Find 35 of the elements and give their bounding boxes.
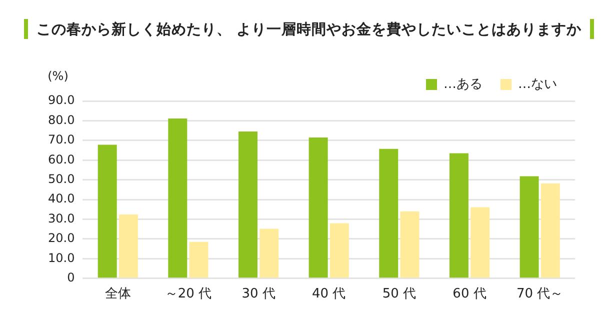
x-tick-label: ～20 代 [164,286,212,302]
x-tick-label: 70 代～ [516,286,564,302]
bar [308,137,328,278]
bar [400,211,420,278]
y-tick-label: 80.0 [48,112,75,127]
chart-title: この春から新しく始めたり、 より一層時間やお金を費やしたいことはありますか [36,20,582,38]
bar [260,228,279,278]
y-tick-label: 60.0 [48,152,75,166]
y-tick-label: 30.0 [48,211,75,226]
y-tick-label: 90.0 [48,93,75,108]
bar [98,144,117,278]
bar [238,132,258,278]
y-tick-label: 0 [67,270,75,285]
y-tick-label: 50.0 [48,172,75,186]
bar [330,223,349,278]
bar [379,148,398,278]
y-tick-label: 20.0 [48,231,75,246]
legend-label: …ない [518,76,557,92]
bar [470,207,490,278]
x-tick-label: 50 代 [382,286,416,302]
y-tick-label: 70.0 [48,132,75,147]
bar [520,176,539,278]
x-tick-label: 30 代 [242,286,276,302]
y-axis-title: (%) [48,69,68,84]
bar [168,118,188,278]
bar [189,242,208,278]
x-tick-label: 40 代 [312,286,346,302]
legend-label: …ある [444,76,482,92]
bar [540,183,560,278]
bar [449,153,468,278]
y-tick-label: 10.0 [48,250,75,265]
x-tick-label: 全体 [104,286,131,302]
bar [118,214,138,278]
x-tick-label: 60 代 [452,286,486,302]
y-tick-label: 40.0 [48,192,75,206]
